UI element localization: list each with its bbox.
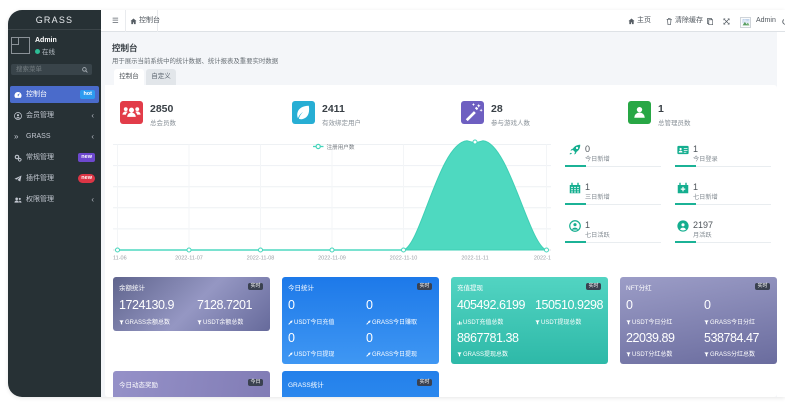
svg-text:注册用户数: 注册用户数 [327, 143, 355, 151]
svg-text:2022-11-07: 2022-11-07 [175, 256, 203, 262]
svg-text:2022-1: 2022-1 [534, 256, 551, 262]
svg-text:11-06: 11-06 [113, 256, 127, 262]
svg-text:2022-11-09: 2022-11-09 [318, 256, 346, 262]
svg-text:2022-11-10: 2022-11-10 [390, 256, 418, 262]
svg-text:2022-11-11: 2022-11-11 [461, 256, 488, 262]
svg-text:2022-11-08: 2022-11-08 [247, 256, 275, 262]
